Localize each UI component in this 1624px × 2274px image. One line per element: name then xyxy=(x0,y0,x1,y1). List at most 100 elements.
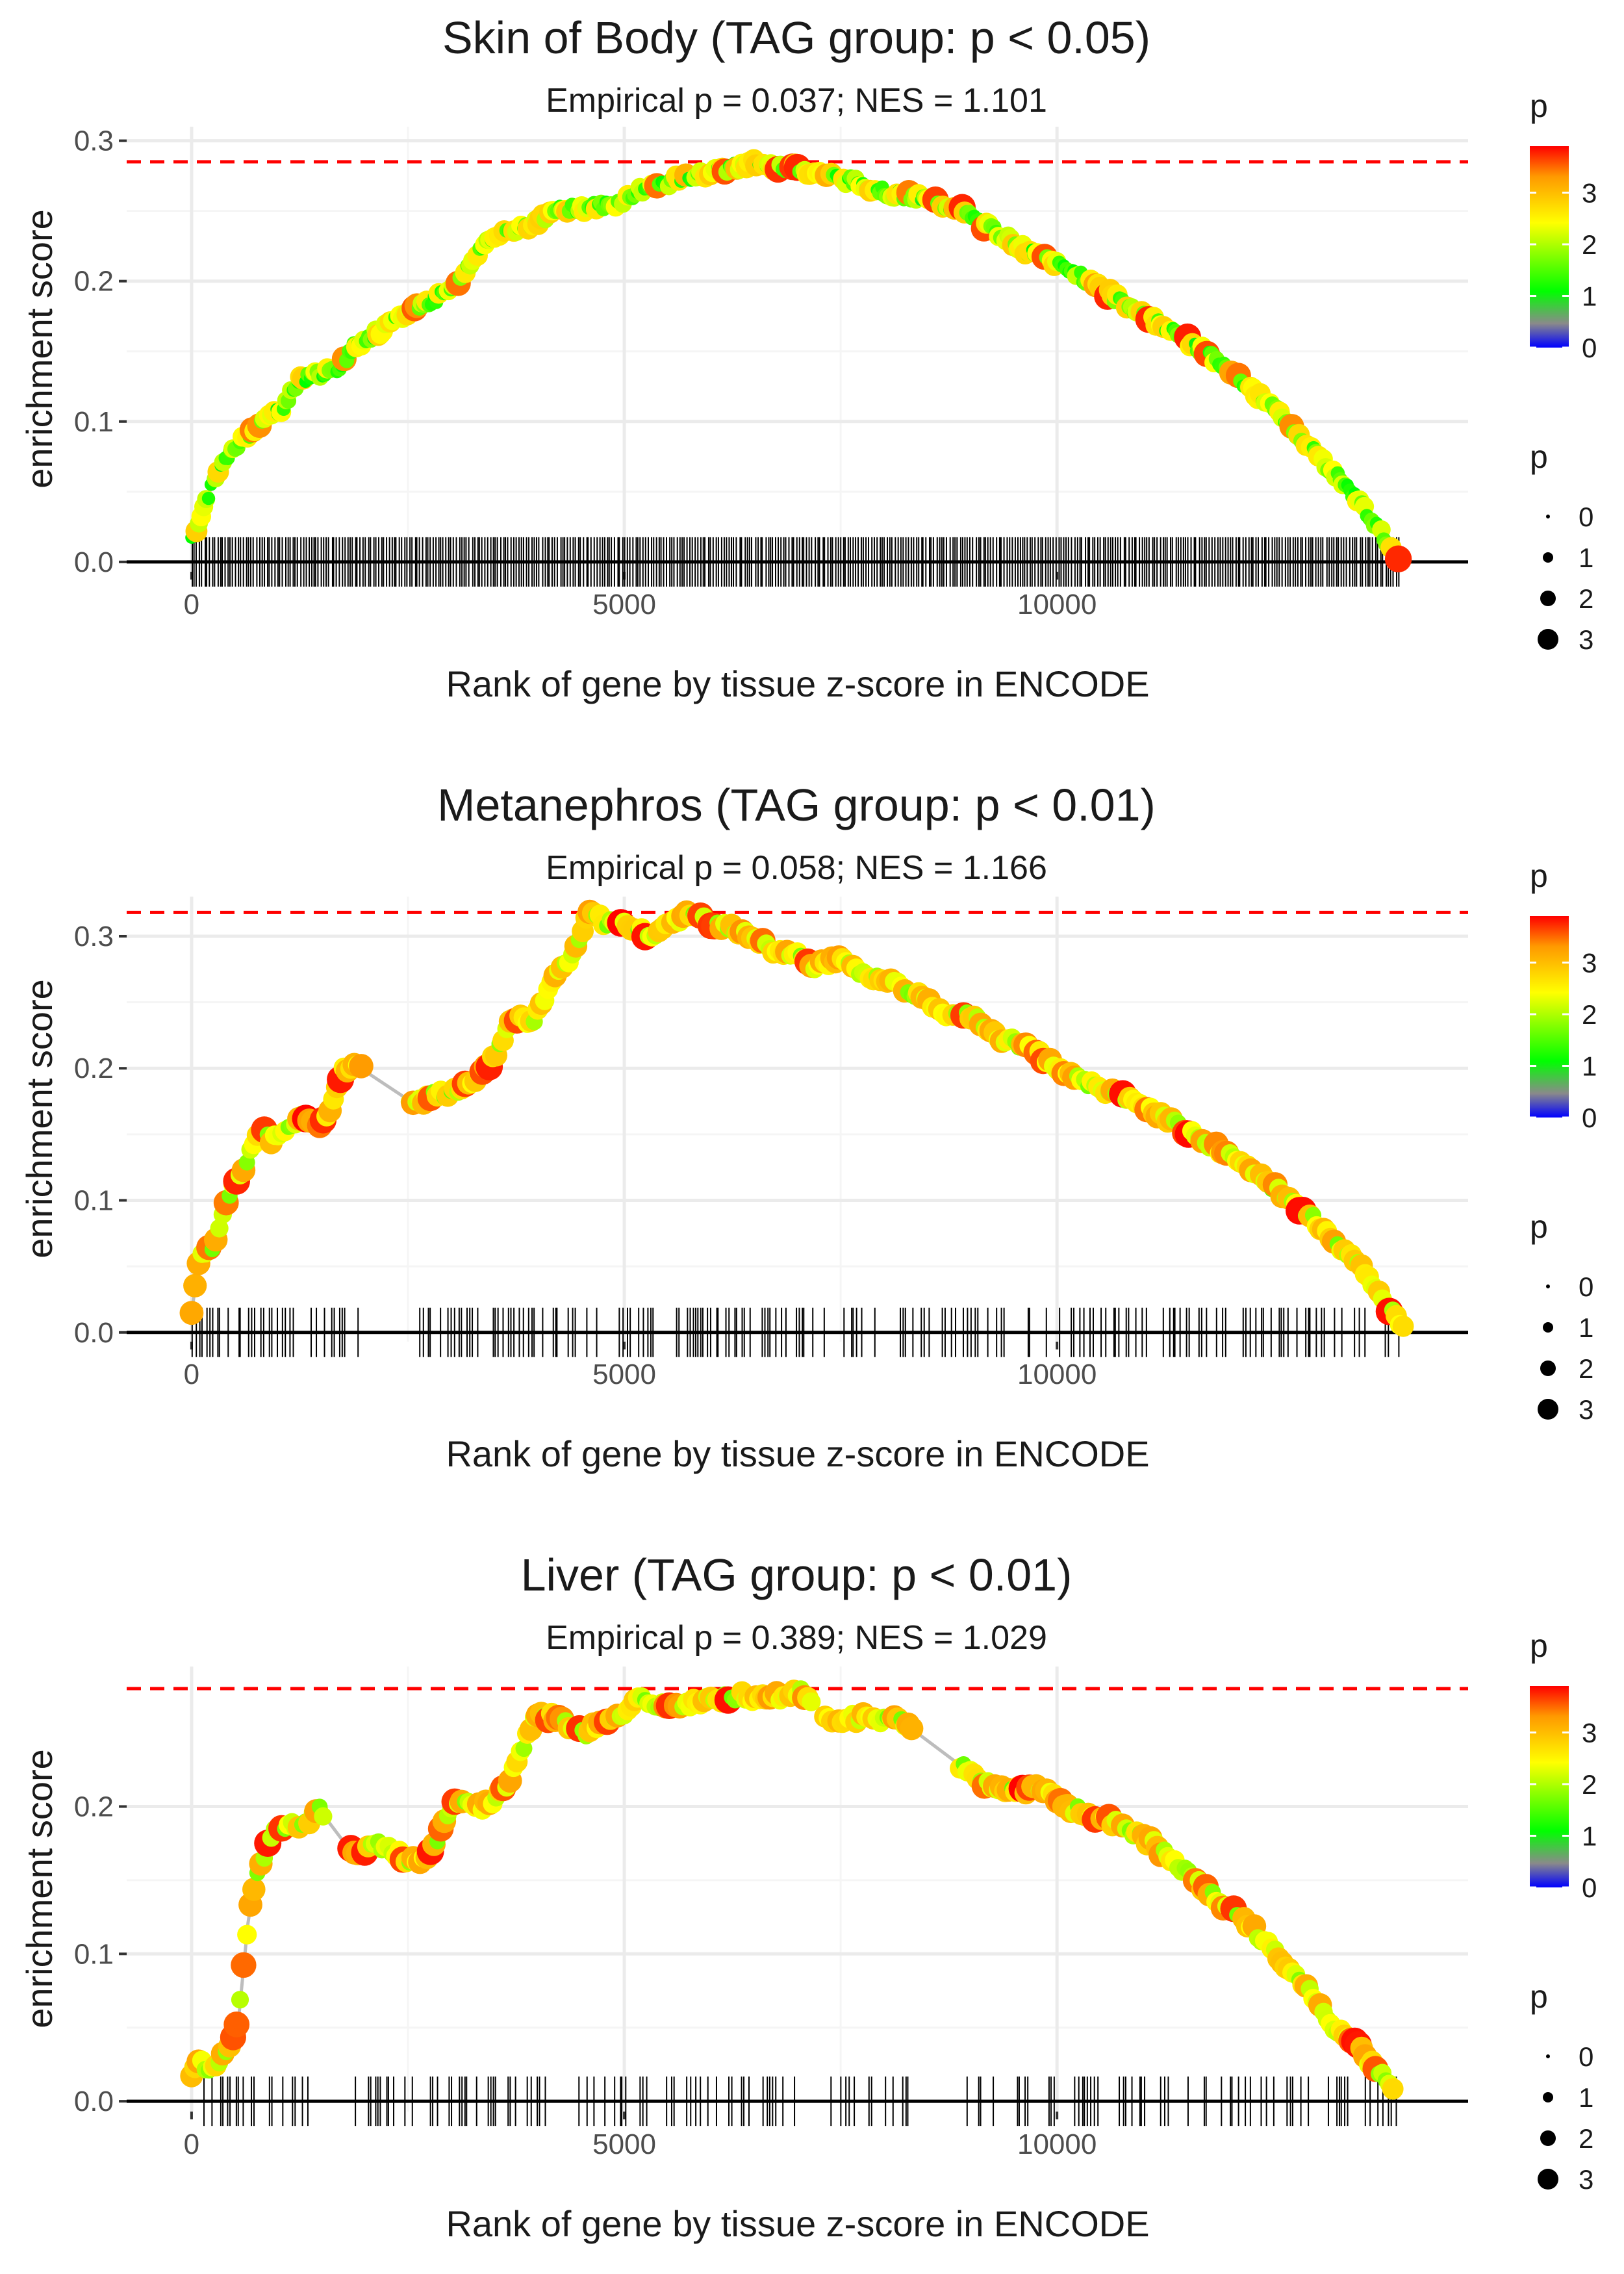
panel-1-size-legend: p 0 1 2 3 xyxy=(1530,439,1593,655)
color-legend-title: p xyxy=(1530,1628,1548,1664)
panel-3: Liver (TAG group: p < 0.01) Empirical p … xyxy=(19,1550,1597,2244)
color-legend-label: 2 xyxy=(1582,229,1597,260)
panel-3-title: Liver (TAG group: p < 0.01) xyxy=(521,1550,1072,1600)
color-legend-label: 1 xyxy=(1582,1821,1597,1852)
color-legend-label: 1 xyxy=(1582,281,1597,312)
size-legend-label: 1 xyxy=(1579,2082,1593,2113)
x-tick-label: 0 xyxy=(184,2128,199,2160)
size-legend-dot xyxy=(1540,1361,1556,1376)
size-legend-dot xyxy=(1538,1399,1558,1420)
color-legend-label: 0 xyxy=(1582,1103,1597,1133)
plot-background xyxy=(127,1667,1468,2112)
x-tick-label: 10000 xyxy=(1017,1359,1097,1390)
y-tick-label: 0.1 xyxy=(74,1938,114,1970)
rug-marks xyxy=(191,1307,1400,1357)
panel-1-y-axis-label: enrichment score xyxy=(19,209,60,489)
size-legend-label: 1 xyxy=(1579,1312,1593,1343)
color-legend-label: 0 xyxy=(1582,1872,1597,1903)
size-legend-title: p xyxy=(1530,1978,1548,2015)
es-point xyxy=(183,1273,207,1297)
color-legend-bar xyxy=(1530,916,1569,1118)
panel-1: Skin of Body (TAG group: p < 0.05) Empir… xyxy=(19,12,1597,704)
color-legend-label: 3 xyxy=(1582,178,1597,209)
panel-1-subtitle: Empirical p = 0.037; NES = 1.101 xyxy=(546,82,1047,120)
color-legend-label: 3 xyxy=(1582,948,1597,978)
es-point xyxy=(802,1692,821,1711)
x-tick-label: 5000 xyxy=(592,589,656,620)
x-tick-label: 0 xyxy=(184,589,199,620)
es-point xyxy=(1392,1315,1414,1337)
panel-1-color-legend: p 0 1 2 3 xyxy=(1530,88,1597,363)
color-legend-label: 2 xyxy=(1582,999,1597,1030)
panel-1-x-axis-label: Rank of gene by tissue z-score in ENCODE xyxy=(446,663,1149,704)
size-legend-label: 0 xyxy=(1579,2041,1593,2072)
y-tick-label: 0.0 xyxy=(74,546,114,578)
color-legend-title: p xyxy=(1530,88,1548,124)
es-point xyxy=(201,491,216,505)
es-point xyxy=(223,2012,250,2038)
y-tick-label: 0.0 xyxy=(74,2086,114,2117)
size-legend-dot xyxy=(1538,2169,1558,2190)
panel-2-plot: 0 5000 10000 0.0 0.1 0.2 0.3 xyxy=(74,897,1468,1390)
es-point xyxy=(1384,545,1412,572)
y-tick-label: 0.3 xyxy=(74,921,114,952)
x-tick-label: 5000 xyxy=(592,1359,656,1390)
size-legend-dot xyxy=(1546,1284,1550,1288)
es-point xyxy=(515,1740,533,1757)
color-legend-bar xyxy=(1530,1686,1569,1887)
es-points xyxy=(185,149,1412,572)
size-legend-dot xyxy=(1543,2092,1553,2102)
color-legend-label: 1 xyxy=(1582,1051,1597,1082)
es-point xyxy=(231,1952,257,1978)
color-legend-label: 2 xyxy=(1582,1769,1597,1800)
es-point xyxy=(237,1924,257,1945)
size-legend-dot xyxy=(1546,515,1550,518)
panel-3-y-axis-label: enrichment score xyxy=(19,1749,60,2028)
panel-2-title: Metanephros (TAG group: p < 0.01) xyxy=(437,780,1156,830)
y-tick-label: 0.2 xyxy=(74,1053,114,1084)
y-tick-label: 0.3 xyxy=(74,125,114,157)
y-tick-label: 0.0 xyxy=(74,1317,114,1349)
y-tick-label: 0.1 xyxy=(74,406,114,438)
color-legend-bar xyxy=(1530,146,1569,348)
size-legend-label: 0 xyxy=(1579,1271,1593,1302)
es-point xyxy=(1382,2078,1404,2100)
size-legend-dot xyxy=(1543,552,1553,563)
panel-3-subtitle: Empirical p = 0.389; NES = 1.029 xyxy=(546,1619,1047,1657)
panel-2-x-axis-label: Rank of gene by tissue z-score in ENCODE xyxy=(446,1433,1149,1474)
es-point xyxy=(231,1991,249,2009)
size-legend-dot xyxy=(1540,591,1556,606)
x-tick-label: 5000 xyxy=(592,2128,656,2160)
panel-2-color-legend: p 0 1 2 3 xyxy=(1530,858,1597,1133)
y-tick-label: 0.1 xyxy=(74,1185,114,1217)
panel-2: Metanephros (TAG group: p < 0.01) Empiri… xyxy=(19,780,1597,1474)
panel-3-size-legend: p0 1 2 3 xyxy=(1530,1978,1593,2195)
size-legend-label: 2 xyxy=(1579,583,1593,614)
panel-1-plot: 0 5000 10000 0.0 0.1 0.2 0.3 xyxy=(74,125,1468,620)
panel-2-size-legend: p0 1 2 3 xyxy=(1530,1208,1593,1425)
size-legend-dot xyxy=(1538,629,1558,650)
size-legend-dot xyxy=(1540,2130,1556,2146)
es-point xyxy=(210,1219,229,1238)
size-legend-dot xyxy=(1543,1322,1553,1333)
size-legend-label: 0 xyxy=(1579,502,1593,532)
x-tick-label: 10000 xyxy=(1017,589,1097,620)
x-tick-label: 0 xyxy=(184,1359,199,1390)
es-point xyxy=(242,1878,266,1901)
es-point xyxy=(314,1807,333,1826)
size-legend-label: 2 xyxy=(1579,1353,1593,1384)
size-legend-title: p xyxy=(1530,439,1548,475)
y-tick-label: 0.2 xyxy=(74,1791,114,1822)
size-legend-label: 3 xyxy=(1579,624,1593,655)
es-point xyxy=(900,1717,924,1741)
panel-2-subtitle: Empirical p = 0.058; NES = 1.166 xyxy=(546,849,1047,887)
plot-background xyxy=(127,897,1468,1342)
es-points xyxy=(180,1680,1404,2100)
panel-3-plot: 0 5000 10000 0.0 0.1 0.2 xyxy=(74,1667,1468,2160)
panel-1-title: Skin of Body (TAG group: p < 0.05) xyxy=(442,12,1150,63)
size-legend-dot xyxy=(1546,2054,1550,2058)
color-legend-title: p xyxy=(1530,858,1548,894)
es-point xyxy=(179,1301,204,1325)
panel-2-y-axis-label: enrichment score xyxy=(19,979,60,1258)
